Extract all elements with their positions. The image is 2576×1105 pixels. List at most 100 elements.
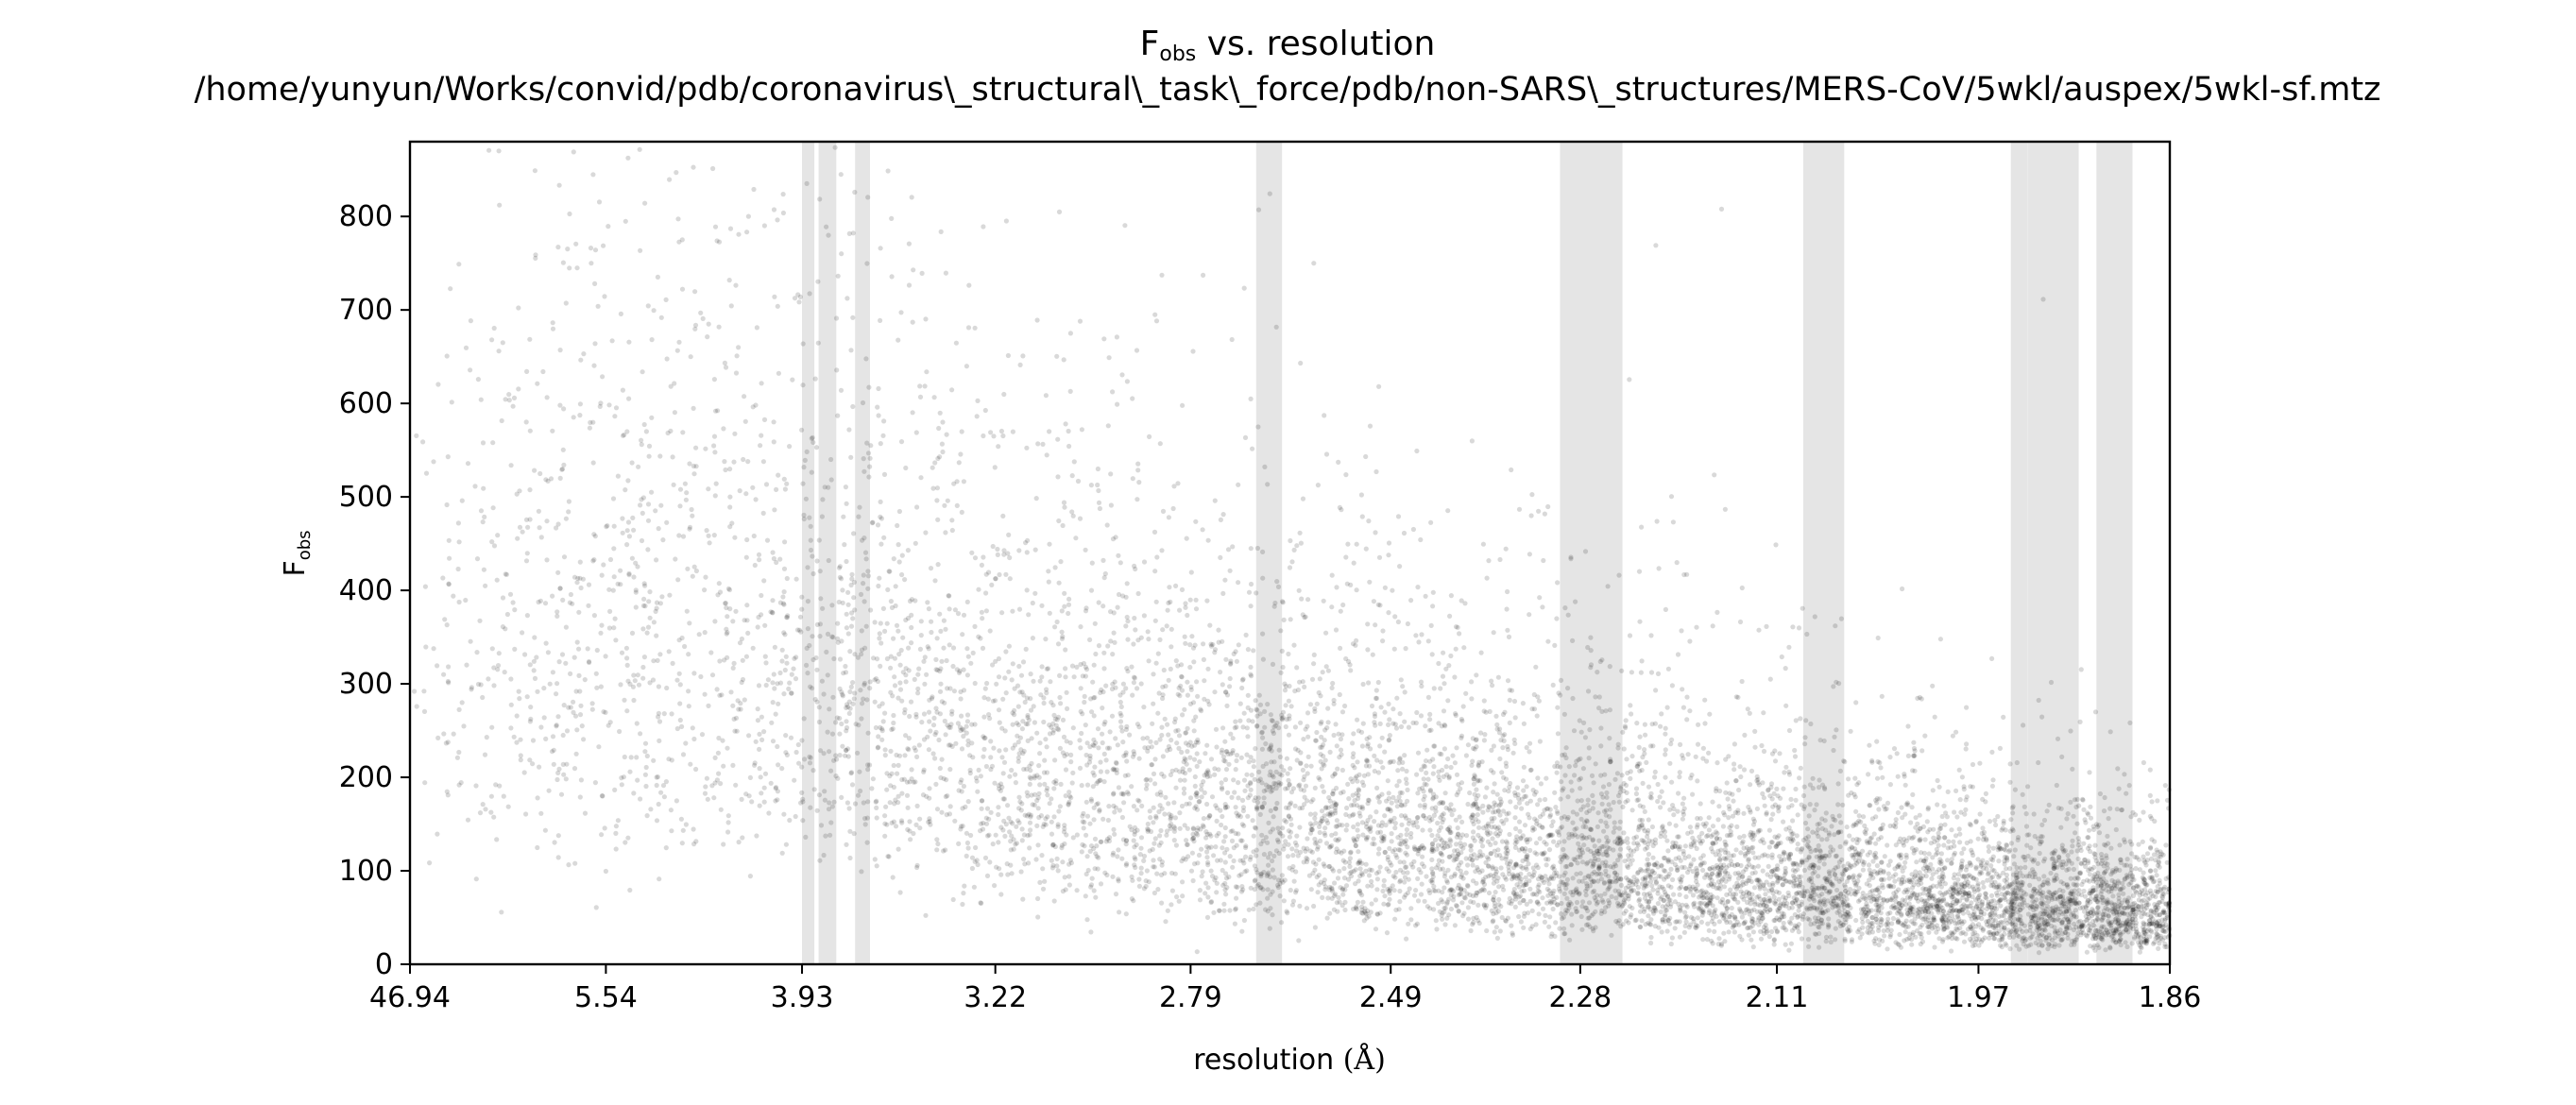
data-point xyxy=(2122,837,2127,842)
data-point xyxy=(1927,921,1933,926)
data-point xyxy=(444,353,450,359)
data-point xyxy=(1086,759,1093,765)
data-point xyxy=(2129,874,2136,879)
data-point xyxy=(602,825,607,831)
data-point xyxy=(1930,855,1936,860)
data-point xyxy=(1651,905,1657,910)
data-point xyxy=(908,699,914,705)
data-point xyxy=(887,774,893,779)
data-point xyxy=(1027,845,1032,851)
data-point xyxy=(912,745,917,751)
data-point xyxy=(1766,934,1772,940)
data-point xyxy=(1116,847,1121,853)
data-point xyxy=(721,842,726,847)
data-point xyxy=(1557,926,1562,931)
data-point xyxy=(1429,652,1435,657)
data-point xyxy=(1468,927,1474,934)
data-point xyxy=(2074,848,2080,854)
data-point xyxy=(1582,735,1588,740)
data-point xyxy=(1724,780,1730,786)
data-point xyxy=(1612,824,1618,831)
data-point xyxy=(1507,895,1512,902)
data-point xyxy=(1512,841,1518,846)
data-point xyxy=(1075,478,1082,484)
data-point xyxy=(1598,876,1605,882)
data-point xyxy=(1193,518,1199,524)
data-point xyxy=(1180,766,1186,772)
data-point xyxy=(1111,826,1117,832)
data-point xyxy=(965,845,971,851)
data-point xyxy=(1297,806,1303,811)
data-point xyxy=(1960,929,1966,936)
data-point xyxy=(1275,882,1281,889)
data-point xyxy=(1366,873,1373,878)
data-point xyxy=(1154,871,1160,876)
data-point xyxy=(1282,877,1288,883)
data-point xyxy=(1662,876,1667,882)
data-point xyxy=(1714,836,1719,842)
data-point xyxy=(1223,876,1230,881)
data-point xyxy=(1793,860,1799,867)
data-point xyxy=(2118,942,2124,948)
data-point xyxy=(1873,814,1879,820)
data-point xyxy=(2023,824,2030,829)
data-point xyxy=(2003,941,2008,946)
data-point xyxy=(1747,710,1752,716)
data-point xyxy=(564,728,571,734)
data-point xyxy=(2056,854,2062,859)
data-point xyxy=(2055,916,2060,922)
data-point xyxy=(1491,630,1496,636)
data-point xyxy=(820,497,826,502)
data-point xyxy=(711,533,717,538)
data-point xyxy=(512,607,518,613)
data-point xyxy=(1598,725,1604,731)
data-point xyxy=(1241,710,1247,716)
data-point xyxy=(1497,928,1503,934)
data-point xyxy=(921,658,927,664)
data-point xyxy=(1832,872,1838,877)
data-point xyxy=(1857,897,1863,903)
data-point xyxy=(626,339,632,345)
data-point xyxy=(1204,598,1210,604)
data-point xyxy=(1204,914,1211,921)
data-point xyxy=(1392,825,1398,831)
data-point xyxy=(1817,886,1822,892)
data-point xyxy=(1576,756,1581,763)
data-point xyxy=(2047,935,2053,941)
data-point xyxy=(1555,705,1561,710)
data-point xyxy=(1193,790,1200,796)
data-point xyxy=(1700,937,1706,943)
data-point xyxy=(1724,892,1730,898)
data-point xyxy=(1584,818,1590,824)
data-point xyxy=(527,336,533,342)
data-point xyxy=(1430,771,1436,776)
data-point xyxy=(1464,882,1471,889)
data-point xyxy=(1273,324,1279,330)
data-point xyxy=(878,663,883,670)
data-point xyxy=(1993,822,1999,828)
data-point xyxy=(1152,529,1158,536)
data-point xyxy=(1096,855,1101,860)
data-point xyxy=(1035,806,1041,811)
data-point xyxy=(910,410,915,416)
title-main: F xyxy=(1140,25,1160,63)
data-point xyxy=(1851,852,1857,858)
data-point xyxy=(1646,905,1651,910)
data-point xyxy=(1895,809,1901,816)
data-point xyxy=(771,439,776,445)
data-point xyxy=(623,487,628,493)
data-point xyxy=(1745,907,1750,912)
data-point xyxy=(814,699,820,705)
data-point xyxy=(983,821,990,826)
data-point xyxy=(1033,857,1039,862)
data-point xyxy=(947,767,953,773)
data-point xyxy=(2046,802,2052,808)
data-point xyxy=(907,713,913,720)
data-point xyxy=(753,497,759,502)
data-point xyxy=(761,578,767,584)
data-point xyxy=(1561,846,1566,853)
data-point xyxy=(1343,472,1349,478)
data-point xyxy=(1543,912,1548,919)
data-point xyxy=(1623,885,1629,892)
data-point xyxy=(1203,772,1209,777)
